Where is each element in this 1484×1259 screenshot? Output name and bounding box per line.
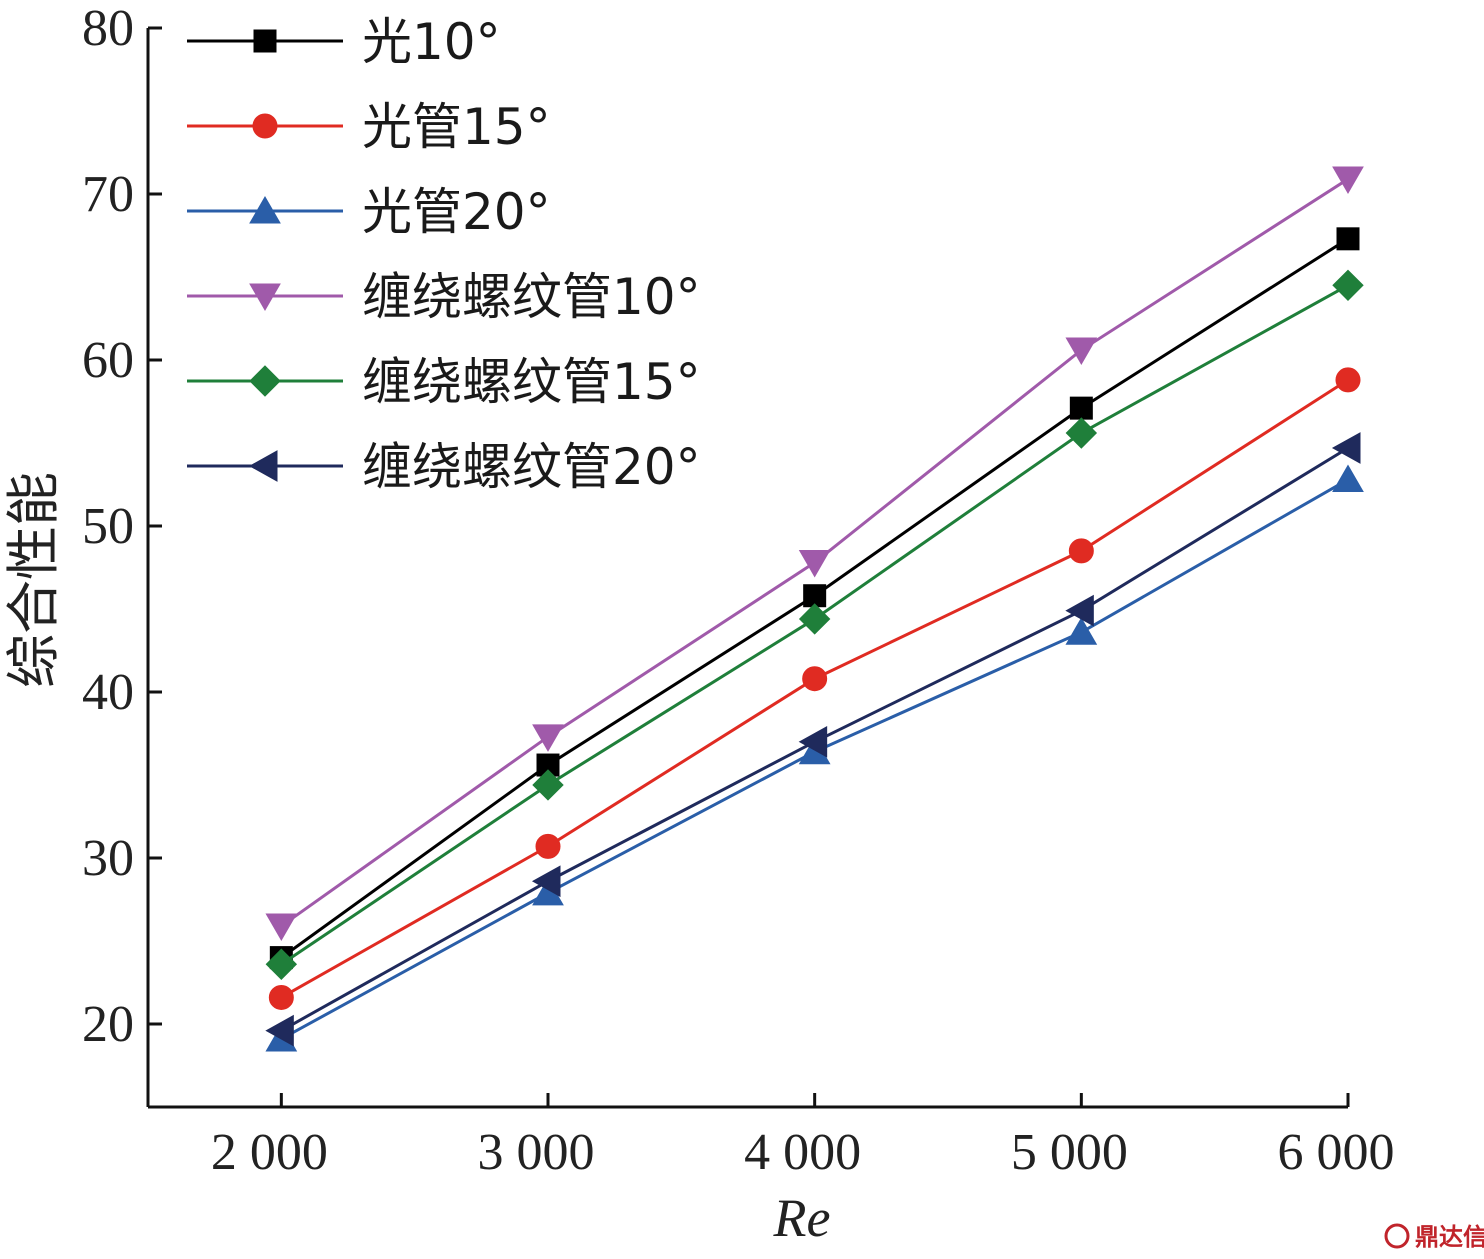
legend-marker xyxy=(253,29,277,53)
data-point xyxy=(265,1014,294,1047)
y-tick-label: 70 xyxy=(82,166,134,223)
legend-label: 缠绕螺纹管10° xyxy=(362,268,701,326)
legend-label: 光管15° xyxy=(362,98,551,156)
series-5 xyxy=(265,269,1364,980)
dingdaxin-logo-icon xyxy=(1384,1223,1410,1249)
series-2 xyxy=(268,367,1361,1010)
data-point xyxy=(535,833,561,859)
watermark-text: 鼎达信 xyxy=(1415,1223,1484,1251)
x-tick-label: 6 000 xyxy=(1278,1124,1395,1181)
data-point xyxy=(1332,269,1364,302)
y-tick-label: 20 xyxy=(82,996,134,1053)
data-point xyxy=(1069,396,1093,420)
watermark: 鼎达信 xyxy=(1384,1223,1484,1251)
legend-marker xyxy=(248,450,278,482)
x-tick-label: 4 000 xyxy=(744,1124,861,1181)
data-point xyxy=(798,550,831,578)
series-1 xyxy=(269,227,1360,970)
x-axis-ticks: 2 000 3 000 4 000 5 000 6 000 xyxy=(211,1093,1395,1181)
y-axis-label: 综合性能 xyxy=(4,472,64,688)
y-axis-ticks: 20 30 40 50 60 70 80 xyxy=(82,0,162,1053)
series-6 xyxy=(265,432,1361,1047)
data-point xyxy=(798,603,831,635)
data-point xyxy=(798,725,828,758)
data-point xyxy=(1335,367,1361,393)
data-point xyxy=(1065,337,1098,366)
data-point xyxy=(265,913,298,942)
data-point xyxy=(1332,464,1364,493)
data-point xyxy=(268,984,294,1010)
x-tick-label: 2 000 xyxy=(211,1124,328,1181)
y-tick-label: 50 xyxy=(82,498,134,555)
data-point xyxy=(1065,594,1094,627)
legend-item: 光管20° xyxy=(187,183,551,241)
legend-label: 缠绕螺纹管20° xyxy=(362,438,701,496)
legend-label: 光10° xyxy=(362,13,501,71)
series-4 xyxy=(265,166,1364,942)
y-tick-label: 30 xyxy=(82,830,134,887)
legend-item: 缠绕螺纹管20° xyxy=(187,438,701,496)
data-point xyxy=(1068,538,1094,564)
data-point xyxy=(802,666,828,692)
legend-item: 光管15° xyxy=(187,98,551,156)
legend: 光10° 光管15° 光管20° 缠绕螺纹管10° 缠绕螺纹管15° 缠绕螺纹管20° xyxy=(187,13,701,496)
data-point xyxy=(1065,417,1098,449)
y-tick-label: 80 xyxy=(82,0,134,57)
legend-marker xyxy=(249,195,281,224)
legend-item: 光10° xyxy=(187,13,501,71)
data-point xyxy=(1332,166,1364,195)
x-tick-label: 3 000 xyxy=(478,1124,595,1181)
data-point xyxy=(532,769,564,801)
data-point xyxy=(1336,227,1360,251)
axes xyxy=(146,28,1348,1109)
legend-label: 光管20° xyxy=(362,183,551,241)
series-3 xyxy=(265,464,1364,1052)
legend-marker xyxy=(252,113,278,139)
data-point xyxy=(1331,432,1361,464)
legend-marker xyxy=(249,365,281,397)
y-tick-label: 60 xyxy=(82,332,134,389)
legend-label: 缠绕螺纹管15° xyxy=(362,353,701,411)
legend-marker xyxy=(249,283,281,312)
data-point xyxy=(1065,617,1098,645)
data-point xyxy=(265,948,298,980)
data-point xyxy=(532,724,564,752)
x-axis-label: Re xyxy=(773,1188,831,1248)
legend-item: 缠绕螺纹管15° xyxy=(187,353,701,411)
x-tick-label: 5 000 xyxy=(1011,1124,1128,1181)
data-point xyxy=(531,865,561,898)
y-tick-label: 40 xyxy=(82,664,134,721)
legend-item: 缠绕螺纹管10° xyxy=(187,268,701,326)
series-layer xyxy=(265,166,1364,1052)
